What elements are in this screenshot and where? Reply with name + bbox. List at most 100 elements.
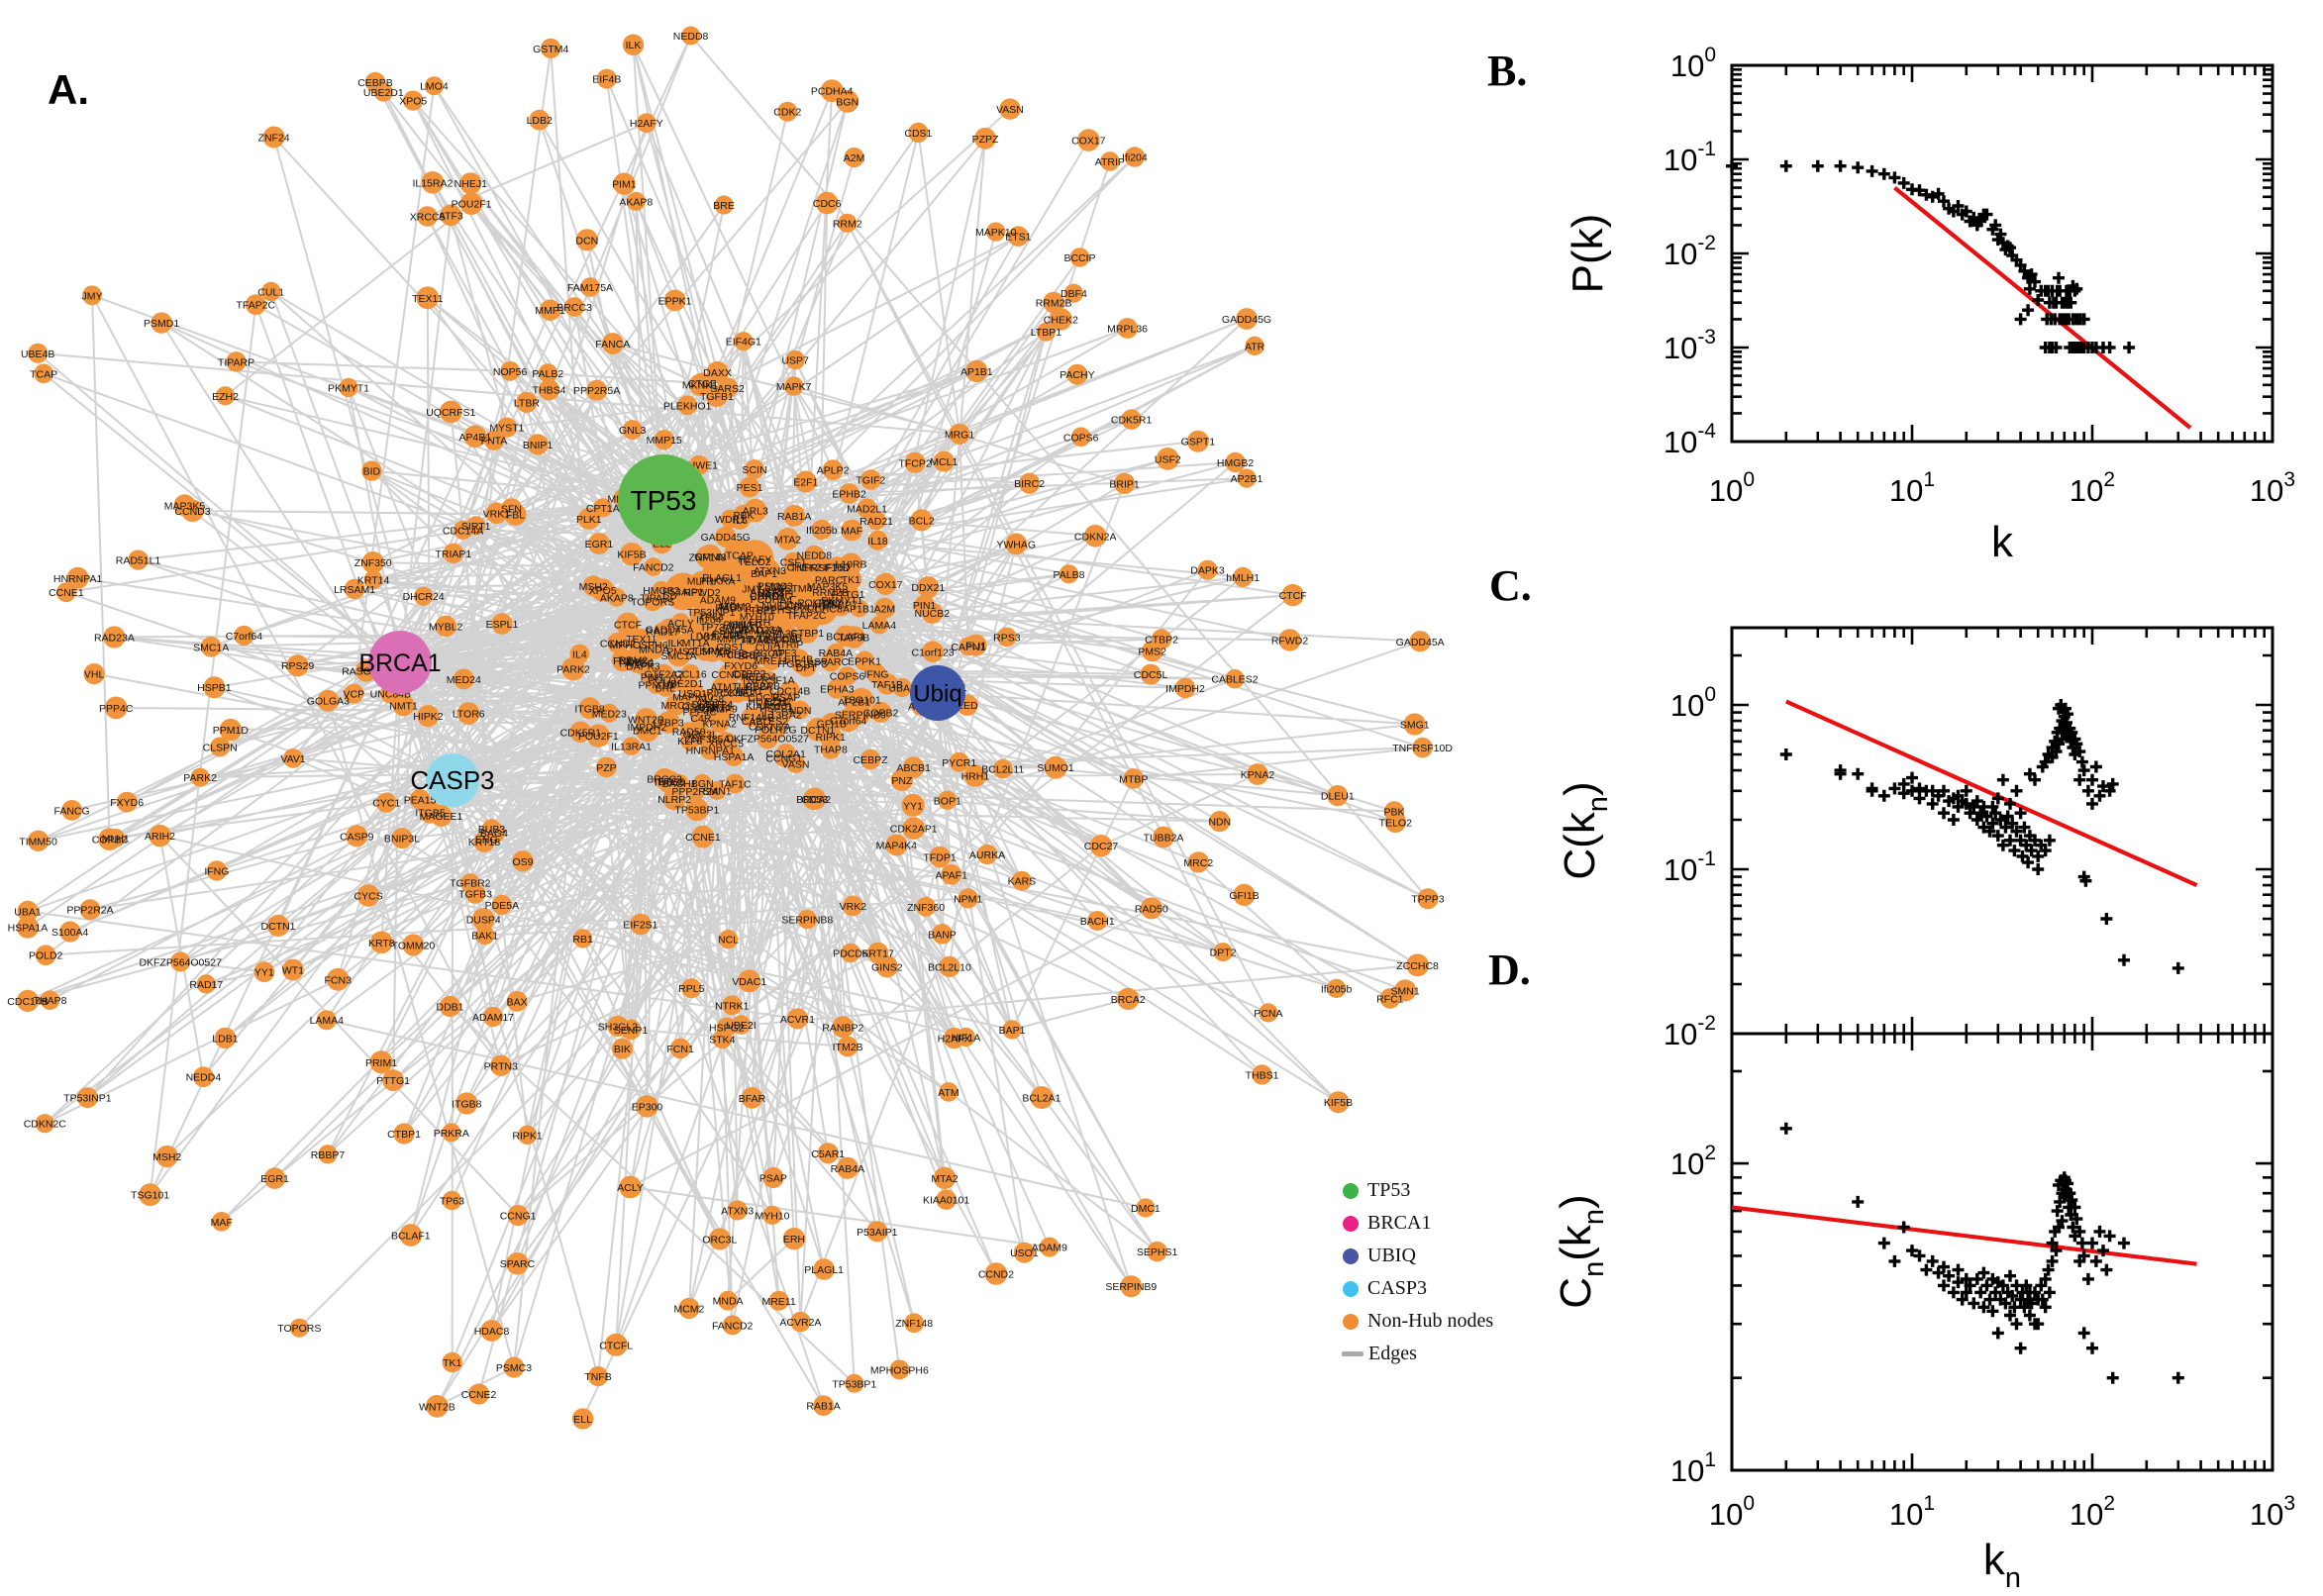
svg-text:UBE2D1: UBE2D1 bbox=[363, 87, 404, 99]
svg-text:BGN: BGN bbox=[691, 778, 714, 790]
svg-text:NEDD8: NEDD8 bbox=[797, 550, 833, 562]
svg-text:MYST1: MYST1 bbox=[489, 423, 524, 435]
svg-text:MTA2: MTA2 bbox=[931, 1173, 958, 1185]
svg-text:KIAA0101: KIAA0101 bbox=[923, 1195, 969, 1207]
svg-text:UBE2I: UBE2I bbox=[726, 1020, 756, 1032]
svg-text:YY1: YY1 bbox=[254, 967, 274, 979]
svg-text:MT1A: MT1A bbox=[682, 638, 710, 649]
svg-text:BRIP1: BRIP1 bbox=[1109, 478, 1140, 490]
svg-text:BAP1: BAP1 bbox=[751, 568, 777, 580]
svg-text:PKMYT1: PKMYT1 bbox=[328, 383, 369, 395]
svg-text:ZNF385A: ZNF385A bbox=[685, 734, 730, 746]
svg-text:NTRK1: NTRK1 bbox=[715, 1000, 750, 1012]
svg-text:TP73AP1: TP73AP1 bbox=[700, 622, 745, 634]
svg-text:IL4: IL4 bbox=[572, 649, 587, 661]
svg-text:ITM2B: ITM2B bbox=[833, 1042, 863, 1053]
svg-text:BACH1: BACH1 bbox=[1080, 916, 1115, 928]
svg-text:IFT57: IFT57 bbox=[824, 561, 852, 573]
svg-text:BACH1: BACH1 bbox=[661, 778, 696, 790]
svg-text:EGR1: EGR1 bbox=[585, 539, 614, 550]
svg-text:MED24: MED24 bbox=[447, 674, 481, 686]
svg-text:TNFB: TNFB bbox=[584, 1371, 611, 1383]
tick-label: 101 bbox=[1889, 1492, 1935, 1532]
svg-text:CDC27: CDC27 bbox=[1084, 841, 1119, 852]
svg-text:A2M: A2M bbox=[874, 603, 896, 615]
svg-text:RRM2: RRM2 bbox=[619, 655, 649, 667]
svg-text:BUB3: BUB3 bbox=[478, 824, 506, 836]
svg-text:RAD21: RAD21 bbox=[859, 516, 893, 528]
svg-text:POU2F1: POU2F1 bbox=[578, 731, 619, 743]
svg-text:PZPZ: PZPZ bbox=[972, 134, 999, 146]
svg-text:CDC5L: CDC5L bbox=[748, 692, 782, 704]
svg-text:Ifi205b: Ifi205b bbox=[806, 525, 838, 537]
svg-text:CEBPB: CEBPB bbox=[746, 681, 781, 693]
tick-label: 100 bbox=[1709, 468, 1755, 508]
svg-text:RAB4A: RAB4A bbox=[819, 648, 853, 659]
svg-text:PPP4C: PPP4C bbox=[99, 703, 134, 715]
svg-text:OS9: OS9 bbox=[512, 856, 533, 868]
svg-text:NHEJ1: NHEJ1 bbox=[454, 178, 487, 190]
svg-text:PRKRA: PRKRA bbox=[699, 576, 735, 588]
svg-text:BCL2: BCL2 bbox=[909, 515, 935, 527]
svg-text:TCAP: TCAP bbox=[726, 550, 754, 562]
svg-text:LDB2: LDB2 bbox=[527, 115, 553, 127]
svg-text:MSH2: MSH2 bbox=[579, 581, 608, 593]
svg-text:USP7: USP7 bbox=[781, 355, 809, 367]
svg-text:KPNA2: KPNA2 bbox=[1241, 769, 1275, 781]
svg-text:PMS2: PMS2 bbox=[666, 647, 695, 658]
svg-text:POLD2: POLD2 bbox=[648, 675, 682, 687]
svg-text:BIK: BIK bbox=[614, 1044, 631, 1055]
svg-text:ILK: ILK bbox=[626, 40, 642, 51]
svg-text:MPHOSPH6: MPHOSPH6 bbox=[610, 640, 668, 651]
panel-a-label: A. bbox=[48, 66, 89, 113]
svg-text:MLH1: MLH1 bbox=[687, 576, 715, 588]
svg-text:PBK: PBK bbox=[733, 510, 754, 522]
svg-text:SMN1: SMN1 bbox=[1391, 985, 1420, 997]
svg-text:DPT2: DPT2 bbox=[1210, 948, 1237, 959]
svg-text:EPHB2: EPHB2 bbox=[832, 488, 866, 500]
svg-text:RFC1: RFC1 bbox=[1376, 993, 1404, 1005]
svg-text:TAF9B: TAF9B bbox=[838, 633, 869, 645]
svg-text:THAP8: THAP8 bbox=[814, 745, 848, 756]
svg-text:BFAR: BFAR bbox=[739, 1093, 766, 1105]
svg-text:RIPK1: RIPK1 bbox=[512, 1130, 543, 1142]
svg-text:S100A4: S100A4 bbox=[51, 927, 89, 939]
tick-label: 10-2 bbox=[1664, 232, 1716, 271]
svg-text:C7orf64: C7orf64 bbox=[830, 715, 867, 727]
svg-text:CDK2AP1: CDK2AP1 bbox=[890, 824, 938, 836]
tick-label: 101 bbox=[1670, 1448, 1716, 1488]
svg-text:LTOR6: LTOR6 bbox=[453, 709, 485, 721]
svg-text:VHL: VHL bbox=[699, 630, 720, 642]
svg-text:ACVR2A: ACVR2A bbox=[779, 1317, 821, 1329]
svg-text:RAD17: RAD17 bbox=[646, 627, 679, 639]
svg-text:CAPN1: CAPN1 bbox=[951, 642, 985, 653]
svg-text:CDKN2C: CDKN2C bbox=[750, 591, 793, 603]
svg-text:BCL2A1: BCL2A1 bbox=[1022, 1093, 1060, 1105]
svg-text:CDS1: CDS1 bbox=[904, 128, 932, 140]
svg-text:C5AR1: C5AR1 bbox=[811, 1148, 845, 1160]
legend-item: CASP3 bbox=[1343, 1272, 1493, 1305]
svg-text:PDE5A: PDE5A bbox=[485, 900, 519, 912]
svg-text:DMC1: DMC1 bbox=[633, 725, 662, 737]
svg-text:WNT2B: WNT2B bbox=[419, 1401, 455, 1413]
svg-text:UQCRFS1: UQCRFS1 bbox=[426, 407, 475, 419]
svg-text:TFAP2C: TFAP2C bbox=[787, 610, 827, 622]
svg-text:FNTA: FNTA bbox=[481, 436, 508, 448]
network-node-labels: TCAPIfi204TP53INP1P53AIP1NHEJ1PRIM1TFAP2… bbox=[7, 31, 1453, 1426]
svg-text:HDAC8: HDAC8 bbox=[742, 635, 777, 647]
svg-text:MECOM: MECOM bbox=[758, 635, 798, 647]
svg-text:TP53INP1: TP53INP1 bbox=[687, 607, 736, 619]
svg-text:CSF1: CSF1 bbox=[780, 557, 807, 569]
svg-text:ARL3: ARL3 bbox=[743, 506, 768, 518]
svg-text:FANCG: FANCG bbox=[619, 658, 655, 670]
svg-text:HSPA1A: HSPA1A bbox=[714, 751, 755, 763]
svg-text:PSAP: PSAP bbox=[772, 692, 800, 704]
svg-text:MCM2: MCM2 bbox=[673, 1303, 704, 1315]
svg-text:CASP9: CASP9 bbox=[340, 831, 374, 843]
svg-text:MRPL36: MRPL36 bbox=[1107, 324, 1148, 336]
svg-text:TIMM50: TIMM50 bbox=[19, 836, 57, 848]
svg-text:MAPK10: MAPK10 bbox=[975, 227, 1017, 239]
svg-text:CDKN2A: CDKN2A bbox=[1074, 531, 1117, 543]
svg-text:PPM1D: PPM1D bbox=[639, 679, 675, 691]
svg-text:CLSPN: CLSPN bbox=[687, 646, 722, 657]
